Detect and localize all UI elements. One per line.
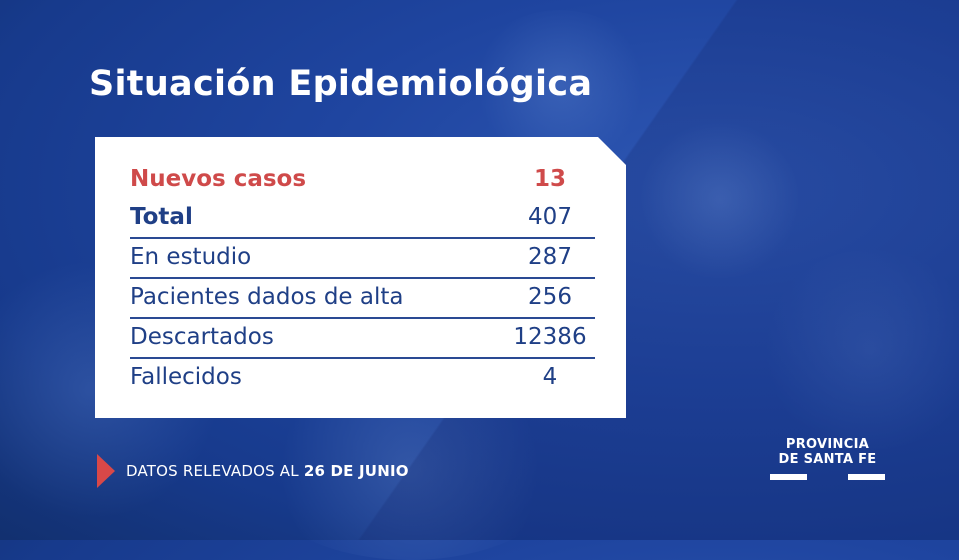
footer-prefix: DATOS RELEVADOS AL [126,462,299,480]
logo-bar [848,474,885,480]
stat-label: Nuevos casos [130,166,307,192]
stat-label: Pacientes dados de alta [130,284,404,310]
footer-date: 26 DE JUNIO [303,462,409,480]
stat-label: Descartados [130,324,274,350]
stat-value: 407 [528,204,572,230]
stat-row-discharged: Pacientes dados de alta 256 [130,277,595,319]
footer-text: DATOS RELEVADOS AL 26 DE JUNIO [126,462,409,480]
logo-line-1: PROVINCIA [785,437,870,452]
stat-label: Fallecidos [130,364,242,390]
stat-label: En estudio [130,244,252,270]
stat-value: 287 [528,244,572,270]
stat-value: 4 [542,364,558,390]
stat-value: 12386 [513,324,587,350]
stat-value: 13 [533,166,566,192]
stat-row-discarded: Descartados 12386 [130,317,595,359]
stat-row-deceased: Fallecidos 4 [130,357,595,397]
stat-row-total: Total 407 [130,197,595,239]
triangle-right-icon [97,454,115,488]
provincia-santa-fe-logo: PROVINCIA DE SANTA FE [770,437,885,480]
logo-bar [770,474,807,480]
stat-row-in-study: En estudio 287 [130,237,595,279]
stat-value: 256 [528,284,572,310]
stat-row-new-cases: Nuevos casos 13 [130,159,595,199]
stat-label: Total [130,204,193,230]
data-date-footer: DATOS RELEVADOS AL 26 DE JUNIO [97,454,409,488]
logo-line-2: DE SANTA FE [778,452,877,467]
stats-card: Nuevos casos 13 Total 407 En estudio 287… [95,137,626,418]
page-title: Situación Epidemiológica [89,64,593,104]
logo-bars [770,474,885,480]
